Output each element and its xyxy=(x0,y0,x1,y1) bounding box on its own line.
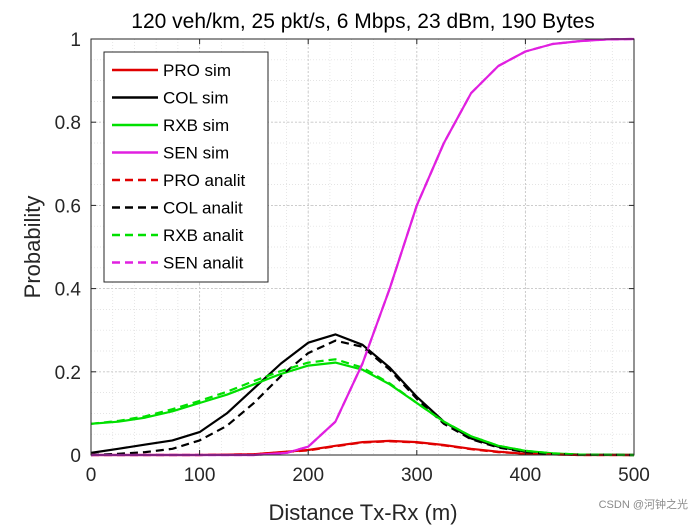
series-line-sen-analit xyxy=(91,37,635,457)
x-tick-label: 0 xyxy=(86,465,97,486)
legend-label: COL sim xyxy=(163,89,229,108)
y-tick-label: 1 xyxy=(70,30,81,51)
series-line-rxb-analit xyxy=(90,358,635,457)
y-tick-label: 0 xyxy=(70,446,81,467)
legend-label: PRO sim xyxy=(163,61,231,80)
y-tick-label: 0.4 xyxy=(55,280,82,301)
legend-label: SEN analit xyxy=(163,254,244,273)
watermark: CSDN @河钟之光 xyxy=(598,499,688,511)
x-tick-label: 500 xyxy=(618,465,650,486)
legend-label: SEN sim xyxy=(163,144,229,163)
chart-title: 120 veh/km, 25 pkt/s, 6 Mbps, 23 dBm, 19… xyxy=(131,10,594,33)
y-tick-label: 0.2 xyxy=(55,363,81,384)
legend-box xyxy=(103,51,269,283)
legend-label: PRO analit xyxy=(163,171,245,190)
axis-ticks xyxy=(90,38,635,456)
x-tick-label: 100 xyxy=(184,465,216,486)
x-tick-label: 400 xyxy=(510,465,542,486)
x-axis-tick-labels: 0 100 200 300 400 500 xyxy=(86,465,650,486)
plot-frame xyxy=(90,38,635,456)
legend-label: COL analit xyxy=(163,199,243,218)
legend-label: RXB analit xyxy=(163,226,244,245)
legend: PRO sim COL sim RXB sim SEN sim PRO analit CO… xyxy=(103,51,269,283)
y-tick-label: 0.6 xyxy=(55,196,81,217)
y-axis-tick-labels: 0 0.2 0.4 0.6 0.8 1 xyxy=(55,30,82,467)
x-tick-label: 200 xyxy=(292,465,324,486)
x-tick-label: 300 xyxy=(401,465,433,486)
x-axis-label: Distance Tx-Rx (m) xyxy=(268,500,457,525)
y-axis-label: Probability xyxy=(20,196,45,299)
legend-items: PRO sim COL sim RXB sim SEN sim PRO analit CO… xyxy=(112,61,245,273)
legend-label: RXB sim xyxy=(163,116,229,135)
y-tick-label: 0.8 xyxy=(55,113,81,134)
series-layer xyxy=(90,37,635,457)
